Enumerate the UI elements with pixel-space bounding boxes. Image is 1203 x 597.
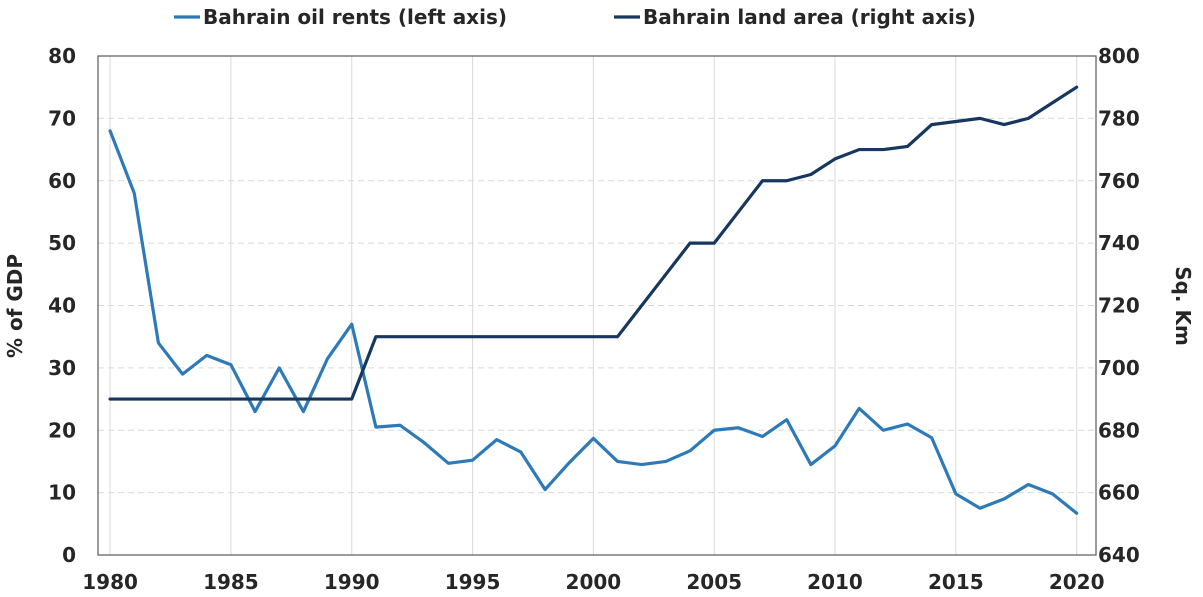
x-tick-label: 2010 [807,570,863,594]
legend: Bahrain oil rents (left axis) Bahrain la… [174,5,976,29]
x-tick-label: 1980 [82,570,138,594]
x-tick-label: 1990 [324,570,380,594]
right-tick-label: 740 [1098,231,1140,255]
left-axis-title: % of GDP [3,254,27,358]
right-tick-label: 700 [1098,356,1140,380]
x-tick-label: 2000 [566,570,622,594]
left-tick-label: 60 [48,169,76,193]
left-axis-tick-labels: 0 10 20 30 40 50 60 70 80 [48,44,76,567]
left-tick-label: 80 [48,44,76,68]
right-axis-tick-labels: 640 660 680 700 720 740 760 780 800 [1098,44,1140,567]
legend-label-land-area: Bahrain land area (right axis) [643,5,976,29]
left-tick-label: 0 [62,543,76,567]
series-layer [108,85,1079,515]
series-line-oil-rents [108,129,1079,515]
left-tick-label: 30 [48,356,76,380]
legend-label-oil-rents: Bahrain oil rents (left axis) [203,5,507,29]
left-tick-label: 10 [48,481,76,505]
x-tick-label: 2015 [928,570,984,594]
x-tick-label: 2005 [686,570,742,594]
right-axis-title: Sq. Km [1171,266,1195,346]
left-tick-label: 50 [48,231,76,255]
right-tick-label: 680 [1098,418,1140,442]
series-line-land-area [108,85,1079,401]
right-tick-label: 760 [1098,169,1140,193]
right-tick-label: 640 [1098,543,1140,567]
plot-frame [97,55,1097,556]
right-tick-label: 660 [1098,481,1140,505]
x-axis-tick-labels: 1980 1985 1990 1995 2000 2005 2010 2015 2020 [82,570,1104,594]
x-tick-label: 2020 [1049,570,1105,594]
x-tick-label: 1995 [445,570,501,594]
left-tick-label: 20 [48,418,76,442]
x-tick-label: 1985 [203,570,259,594]
right-tick-label: 720 [1098,294,1140,318]
gridlines [98,56,1096,555]
left-tick-label: 70 [48,106,76,130]
right-tick-label: 780 [1098,106,1140,130]
right-tick-label: 800 [1098,44,1140,68]
left-tick-label: 40 [48,294,76,318]
